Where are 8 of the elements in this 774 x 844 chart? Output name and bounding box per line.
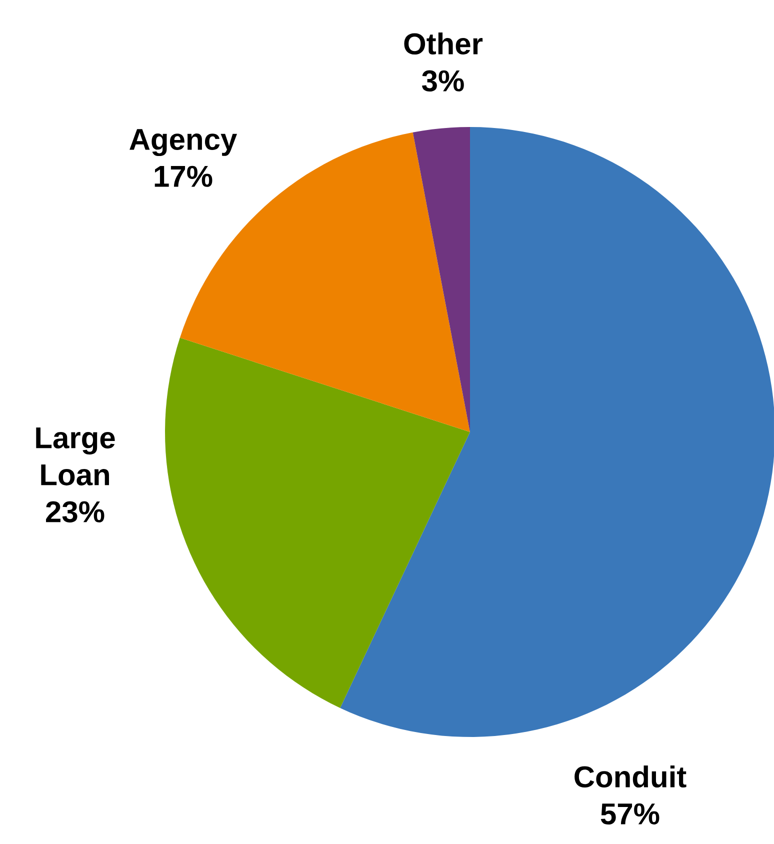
data-label: 3% xyxy=(422,70,464,92)
slice-label: Large Loan xyxy=(36,428,115,486)
data-label: 23% xyxy=(46,501,104,522)
slice-label: Agency xyxy=(130,129,238,156)
slice-label: Other xyxy=(404,32,483,54)
data-label: 57% xyxy=(600,803,660,825)
slice-label: Conduit xyxy=(574,765,686,788)
data-label: 17% xyxy=(154,166,212,187)
